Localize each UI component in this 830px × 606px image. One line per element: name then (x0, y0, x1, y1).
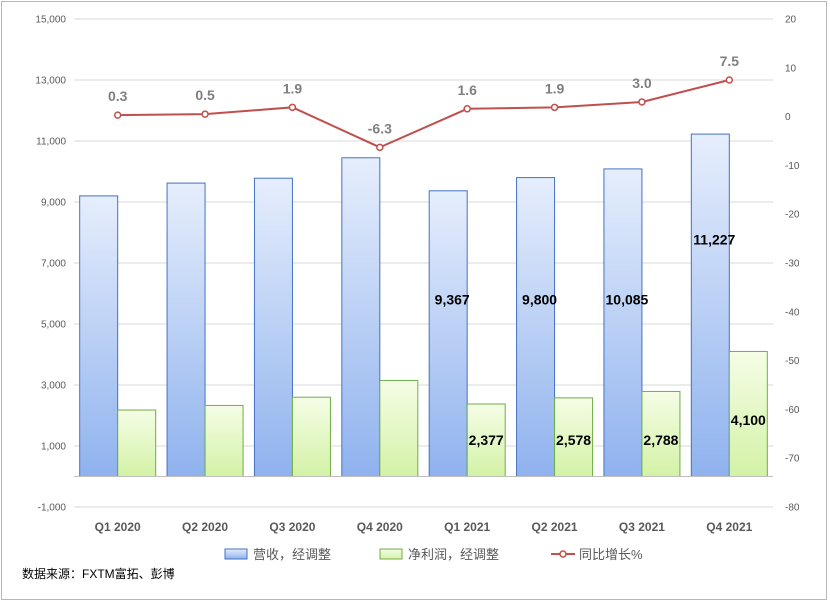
y-left-tick-label: -1,000 (38, 503, 67, 514)
legend-swatch (379, 548, 403, 560)
legend-item: 净利润，经调整 (379, 547, 499, 562)
x-tick-label: Q4 2021 (706, 520, 752, 534)
growth-point (725, 76, 734, 84)
growth-data-label: 0.5 (195, 87, 215, 103)
x-tick-label: Q4 2020 (357, 520, 403, 534)
growth-point (201, 110, 209, 118)
x-tick-label: Q3 2021 (619, 520, 665, 534)
net-profit-data-label: 2,377 (469, 432, 504, 448)
revenue-bar (603, 168, 643, 477)
legend-marker (559, 550, 567, 558)
revenue-data-label: 11,227 (693, 232, 735, 248)
bars (79, 133, 768, 478)
growth-data-label: 1.6 (457, 82, 477, 98)
growth-point (113, 111, 122, 119)
x-axis: Q1 2020 Q2 2020 Q3 2020 Q4 2020 Q1 2021 Q2 20… (74, 476, 773, 534)
x-tick-label: Q2 2021 (532, 520, 578, 534)
y-left-tick-label: 1,000 (41, 442, 66, 453)
net-profit-data-label: 2,788 (643, 432, 678, 448)
x-tick-label: Q1 2021 (444, 520, 490, 534)
y-left-tick-label: 7,000 (41, 259, 66, 270)
x-tick-label: Q1 2020 (95, 520, 141, 534)
y-right-tick-label: -10 (785, 161, 800, 172)
revenue-bar (79, 195, 119, 477)
y-left-tick-label: 11,000 (36, 137, 66, 148)
growth-data-label: 1.9 (545, 80, 565, 96)
growth-line (113, 76, 734, 152)
growth-point (638, 98, 646, 106)
legend-label: 净利润，经调整 (408, 547, 499, 562)
legend-item: 同比增长% (551, 547, 643, 562)
growth-data-label: -6.3 (368, 120, 392, 136)
revenue-bar (690, 133, 730, 477)
growth-point (376, 143, 384, 152)
net-profit-bar (291, 396, 331, 478)
legend-label: 同比增长% (579, 547, 643, 562)
revenue-data-label: 10,085 (606, 292, 649, 308)
net-profit-bar (117, 409, 157, 478)
y-right-tick-label: -40 (785, 307, 800, 318)
legend-swatch (224, 548, 248, 560)
revenue-bar (166, 182, 206, 477)
revenue-bar (341, 157, 381, 477)
y-left-tick-label: 3,000 (41, 381, 66, 392)
revenue-bar (516, 177, 556, 477)
net-profit-bar (204, 404, 244, 477)
y-right-tick-label: 20 (785, 15, 797, 26)
net-profit-data-label: 4,100 (731, 412, 766, 428)
growth-point (550, 103, 559, 112)
y-right-tick-label: -70 (785, 454, 800, 465)
y-right-tick-label: -50 (785, 356, 800, 367)
net-profit-bar (466, 403, 506, 477)
y-axis-right: -80 -70 -60 -50 -40 -30 -20 -10 0 10 20 (785, 15, 800, 514)
net-profit-bar (379, 379, 419, 477)
revenue-data-label: 9,367 (435, 292, 470, 308)
growth-data-label: 0.3 (108, 88, 128, 104)
revenue-bar (428, 190, 468, 478)
revenue-data-label: 9,800 (522, 292, 557, 308)
y-right-tick-label: 0 (785, 112, 791, 123)
x-tick-label: Q3 2020 (269, 520, 315, 534)
y-right-tick-label: -30 (785, 259, 800, 270)
net-profit-data-label: 2,578 (556, 432, 591, 448)
growth-data-label: 1.9 (283, 80, 303, 96)
y-axis-left: -1,000 1,000 3,000 5,000 7,000 9,000 11,000 13,… (35, 15, 66, 514)
source-note: 数据来源：FXTM富拓、彭博 (22, 566, 175, 581)
y-right-tick-label: -80 (785, 503, 800, 514)
x-tick-label: Q2 2020 (182, 520, 228, 534)
y-right-tick-label: 10 (785, 63, 797, 74)
growth-point (288, 103, 297, 112)
y-left-tick-label: 9,000 (41, 198, 66, 209)
growth-point (463, 105, 471, 113)
revenue-bar (253, 177, 293, 478)
y-left-tick-label: 5,000 (41, 320, 66, 331)
y-right-tick-label: -60 (785, 405, 800, 416)
y-left-tick-label: 15,000 (35, 15, 66, 26)
legend-item: 营收，经调整 (224, 547, 331, 562)
growth-line-path (117, 79, 730, 149)
growth-data-label: 3.0 (632, 75, 652, 91)
y-left-tick-label: 13,000 (35, 76, 66, 87)
growth-data-label: 7.5 (720, 53, 740, 69)
y-right-tick-label: -20 (785, 210, 800, 221)
legend: 营收，经调整 净利润，经调整 同比增长% (224, 547, 643, 562)
legend-label: 营收，经调整 (253, 547, 331, 562)
data-labels: 0.3 0.5 1.9 -6.3 1.6 1.9 3.0 7.5 9,367 9,800 10,08… (108, 53, 766, 448)
